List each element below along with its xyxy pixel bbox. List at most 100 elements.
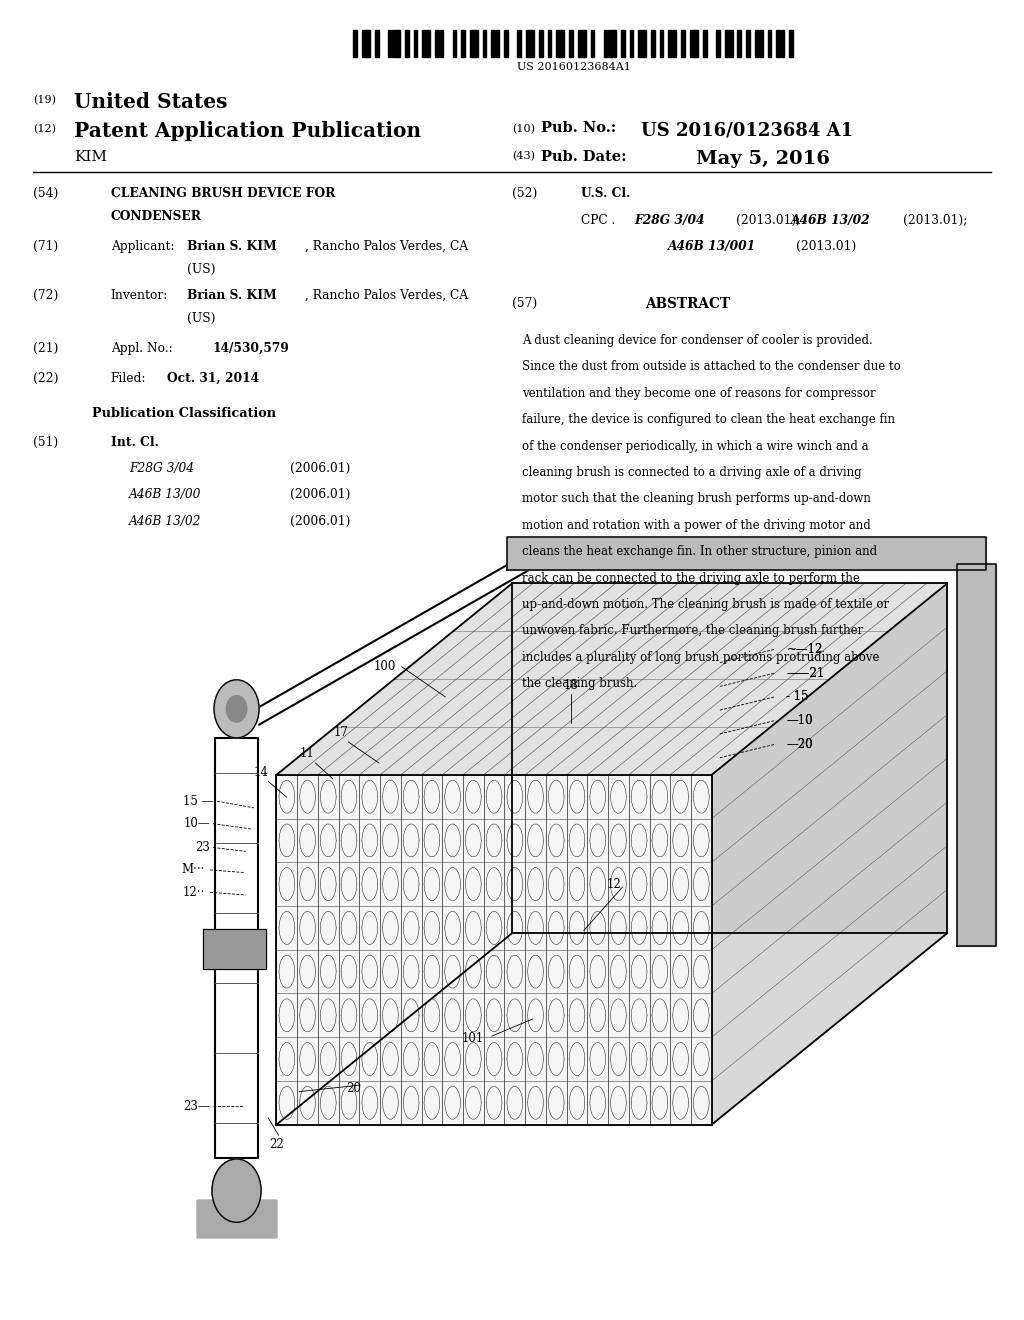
Polygon shape [957, 564, 996, 946]
Text: U.S. Cl.: U.S. Cl. [581, 187, 630, 201]
Text: 17: 17 [334, 726, 348, 739]
Text: F28G 3/04: F28G 3/04 [129, 462, 194, 475]
Bar [470, 30, 473, 57]
Text: motion and rotation with a power of the driving motor and: motion and rotation with a power of the … [522, 519, 871, 532]
Text: (US): (US) [187, 263, 216, 276]
Text: ventilation and they become one of reasons for compressor: ventilation and they become one of reaso… [522, 387, 876, 400]
Text: 11: 11 [300, 747, 314, 760]
Bar [453, 30, 457, 57]
Text: of the condenser periodically, in which a wire winch and a: of the condenser periodically, in which … [522, 440, 869, 453]
Text: 12: 12 [607, 878, 622, 891]
Text: United States: United States [74, 92, 227, 112]
Bar [578, 30, 582, 57]
Bar [375, 30, 379, 57]
Bar [638, 30, 642, 57]
Bar [694, 30, 698, 57]
Text: ——21: ——21 [786, 667, 824, 680]
Polygon shape [507, 537, 986, 570]
Bar [621, 30, 625, 57]
Text: (19): (19) [33, 95, 55, 106]
Bar [569, 30, 572, 57]
Bar [780, 30, 784, 57]
Polygon shape [203, 929, 266, 969]
Bar [539, 30, 543, 57]
Text: 15 —: 15 — [182, 795, 213, 808]
Bar [690, 30, 693, 57]
Text: 20: 20 [346, 1082, 360, 1096]
Text: 12··: 12·· [182, 886, 205, 899]
Bar [353, 30, 357, 57]
Bar [406, 30, 409, 57]
Text: —20: —20 [786, 738, 813, 751]
Text: (51): (51) [33, 436, 58, 449]
Text: (2006.01): (2006.01) [290, 462, 350, 475]
Text: (52): (52) [512, 187, 538, 201]
Bar [392, 30, 396, 57]
Text: (10): (10) [512, 124, 535, 135]
Text: May 5, 2016: May 5, 2016 [696, 150, 830, 169]
Text: (43): (43) [512, 150, 535, 161]
Text: 14/530,579: 14/530,579 [213, 342, 290, 355]
Text: , Rancho Palos Verdes, CA: , Rancho Palos Verdes, CA [305, 289, 468, 302]
Bar [556, 30, 560, 57]
Text: Patent Application Publication: Patent Application Publication [74, 121, 421, 141]
Text: 22: 22 [269, 1138, 284, 1151]
Bar [608, 30, 611, 57]
Text: Pub. No.:: Pub. No.: [541, 121, 615, 136]
Text: (21): (21) [33, 342, 58, 355]
Bar [388, 30, 391, 57]
Polygon shape [712, 583, 947, 1125]
Text: ~—12: ~—12 [786, 643, 823, 656]
Bar [659, 30, 664, 57]
Text: 101: 101 [462, 1032, 484, 1045]
Bar [673, 30, 677, 57]
Text: (2013.01);: (2013.01); [903, 214, 968, 227]
Bar [496, 30, 500, 57]
Text: Brian S. KIM: Brian S. KIM [187, 240, 278, 253]
Text: 100: 100 [374, 660, 396, 673]
Bar [759, 30, 763, 57]
Bar [414, 30, 418, 57]
Text: , Rancho Palos Verdes, CA: , Rancho Palos Verdes, CA [305, 240, 468, 253]
Text: (2006.01): (2006.01) [290, 515, 350, 528]
Text: Publication Classification: Publication Classification [92, 407, 276, 420]
Bar [651, 30, 654, 57]
Text: US 2016/0123684 A1: US 2016/0123684 A1 [641, 121, 853, 140]
Bar [197, 1200, 276, 1237]
Bar [560, 30, 564, 57]
Bar [530, 30, 534, 57]
Bar [681, 30, 685, 57]
Text: up-and-down motion. The cleaning brush is made of textile or: up-and-down motion. The cleaning brush i… [522, 598, 890, 611]
Text: Pub. Date:: Pub. Date: [541, 150, 627, 165]
Text: Brian S. KIM: Brian S. KIM [187, 289, 278, 302]
Bar [367, 30, 370, 57]
Text: CPC .: CPC . [581, 214, 615, 227]
Text: rack can be connected to the driving axle to perform the: rack can be connected to the driving axl… [522, 572, 860, 585]
Polygon shape [276, 933, 947, 1125]
Text: KIM: KIM [74, 150, 106, 165]
Bar [725, 30, 728, 57]
Text: ~—12: ~—12 [786, 643, 823, 656]
Text: 14: 14 [254, 766, 268, 779]
Bar [737, 30, 741, 57]
Text: Inventor:: Inventor: [111, 289, 168, 302]
Text: ABSTRACT: ABSTRACT [645, 297, 730, 312]
Text: 10—: 10— [183, 817, 210, 830]
Text: F28G 3/04: F28G 3/04 [634, 214, 705, 227]
Text: (57): (57) [512, 297, 538, 310]
Text: A46B 13/001: A46B 13/001 [668, 240, 756, 253]
Bar [755, 30, 759, 57]
Bar [591, 30, 594, 57]
Text: - 15: - 15 [786, 690, 809, 704]
Text: —20: —20 [786, 738, 813, 751]
Bar [729, 30, 732, 57]
Text: (72): (72) [33, 289, 58, 302]
Text: Since the dust from outside is attached to the condenser due to: Since the dust from outside is attached … [522, 360, 901, 374]
Text: Filed:: Filed: [111, 372, 146, 385]
Bar [361, 30, 366, 57]
Text: (US): (US) [187, 312, 216, 325]
Text: CLEANING BRUSH DEVICE FOR: CLEANING BRUSH DEVICE FOR [111, 187, 335, 201]
Bar [768, 30, 771, 57]
Text: cleans the heat exchange fin. In other structure, pinion and: cleans the heat exchange fin. In other s… [522, 545, 878, 558]
Bar [439, 30, 443, 57]
